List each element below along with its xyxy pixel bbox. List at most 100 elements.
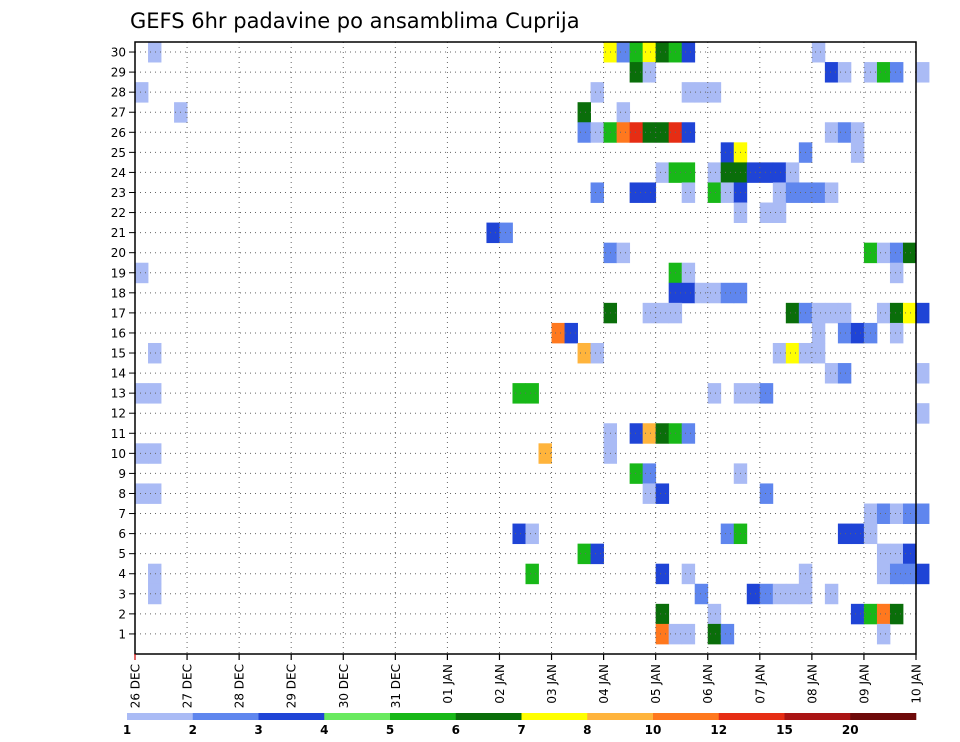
y-tick-label: 30 (111, 46, 126, 60)
x-tick-label: 26 DEC (129, 664, 143, 708)
colorbar-swatch (258, 713, 325, 720)
heatmap-cell (837, 322, 852, 344)
heatmap-cell (707, 82, 722, 103)
heatmap-cell (616, 42, 631, 63)
colorbar-label: 6 (452, 723, 460, 737)
heatmap-cell (525, 383, 539, 404)
heatmap-cell (889, 322, 904, 344)
heatmap-cell (655, 122, 670, 143)
heatmap-cell (655, 42, 670, 63)
y-tick-label: 20 (111, 246, 126, 260)
y-tick-label: 7 (118, 507, 126, 521)
heatmap-cell (889, 62, 904, 83)
colorbar-label: 7 (517, 723, 525, 737)
heatmap-cell (785, 342, 800, 364)
y-tick-label: 11 (111, 427, 126, 441)
y-tick-label: 24 (111, 166, 126, 180)
colorbar-label: 20 (842, 723, 859, 737)
colorbar-swatch (521, 713, 588, 720)
heatmap-cell (850, 322, 865, 344)
heatmap-cell (902, 503, 917, 524)
heatmap-cell (590, 182, 604, 203)
x-tick-label: 06 JAN (701, 664, 715, 704)
heatmap-cell (681, 82, 696, 103)
heatmap-cell (681, 563, 696, 585)
heatmap-cell (916, 363, 930, 384)
grid-lines (135, 42, 916, 654)
heatmap-cell (707, 182, 722, 203)
colorbar-label: 8 (583, 723, 591, 737)
x-tick-label: 09 JAN (857, 664, 871, 704)
y-tick-label: 5 (118, 547, 126, 561)
heatmap-cell (512, 383, 526, 404)
heatmap-cell (642, 122, 657, 143)
heatmap-cell (577, 543, 591, 565)
heatmap-cell (889, 262, 904, 284)
heatmap-cell (148, 483, 162, 504)
heatmap-cell (759, 202, 774, 223)
heatmap-cell (590, 122, 604, 143)
heatmap-cell (746, 583, 761, 605)
heatmap-cell (876, 503, 891, 524)
heatmap-cell (655, 423, 670, 444)
colorbar-swatch (587, 713, 654, 720)
heatmap-cell (876, 623, 891, 645)
x-tick-label: 05 JAN (649, 664, 663, 704)
colorbar-label: 1 (123, 723, 131, 737)
heatmap-cell (148, 583, 162, 605)
heatmap-cell (148, 342, 162, 364)
heatmap-cell (902, 563, 917, 585)
heatmap-cell (681, 623, 696, 645)
heatmap-cell (694, 82, 709, 103)
heatmap-cell (629, 62, 644, 83)
y-tick-label: 13 (111, 387, 126, 401)
heatmap-cell (525, 523, 539, 545)
heatmap-cell (616, 122, 631, 143)
heatmap-cell (499, 222, 513, 244)
heatmap-cell (655, 302, 670, 324)
y-tick-label: 23 (111, 186, 126, 200)
heatmap-cell (564, 322, 578, 344)
x-tick-label: 29 DEC (285, 664, 299, 708)
heatmap-cell (746, 383, 761, 404)
heatmap-cell (590, 543, 604, 565)
y-tick-label: 17 (111, 306, 126, 320)
heatmap-cell (785, 583, 800, 605)
colorbar-swatch (192, 713, 259, 720)
colorbar-label: 5 (386, 723, 394, 737)
heatmap-cell (629, 423, 644, 444)
heatmap-cell (148, 443, 162, 464)
heatmap-cell (837, 302, 852, 324)
y-tick-label: 1 (118, 627, 126, 641)
y-tick-label: 28 (111, 86, 126, 100)
heatmap-cell (876, 543, 891, 565)
colorbar-swatch (850, 713, 917, 720)
heatmap-cell (642, 463, 657, 484)
heatmap-cell (837, 62, 852, 83)
heatmap-cell (824, 62, 839, 83)
heatmap-cell (811, 322, 826, 344)
y-tick-label: 21 (111, 226, 126, 240)
heatmap-cell (512, 523, 526, 545)
y-tick-label: 14 (111, 367, 126, 381)
heatmap-cell (916, 503, 930, 524)
heatmap-cell (902, 242, 917, 264)
colorbar-label: 15 (776, 723, 793, 737)
heatmap-cell (694, 583, 709, 605)
heatmap-cell (720, 523, 735, 545)
colorbar-swatch (390, 713, 457, 720)
y-tick-label: 25 (111, 146, 126, 160)
y-tick-label: 10 (111, 447, 126, 461)
heatmap-cell (772, 162, 787, 183)
x-tick-label: 01 JAN (441, 664, 455, 704)
heatmap-cell (850, 603, 865, 625)
heatmap-cell (876, 563, 891, 585)
colorbar-label: 4 (320, 723, 328, 737)
y-tick-label: 29 (111, 66, 126, 80)
heatmap-cell (642, 42, 657, 63)
y-tick-label: 22 (111, 206, 126, 220)
y-tick-label: 16 (111, 326, 126, 340)
heatmap-cell (850, 122, 865, 143)
colorbar-label: 2 (189, 723, 197, 737)
x-tick-label: 28 DEC (233, 664, 247, 708)
